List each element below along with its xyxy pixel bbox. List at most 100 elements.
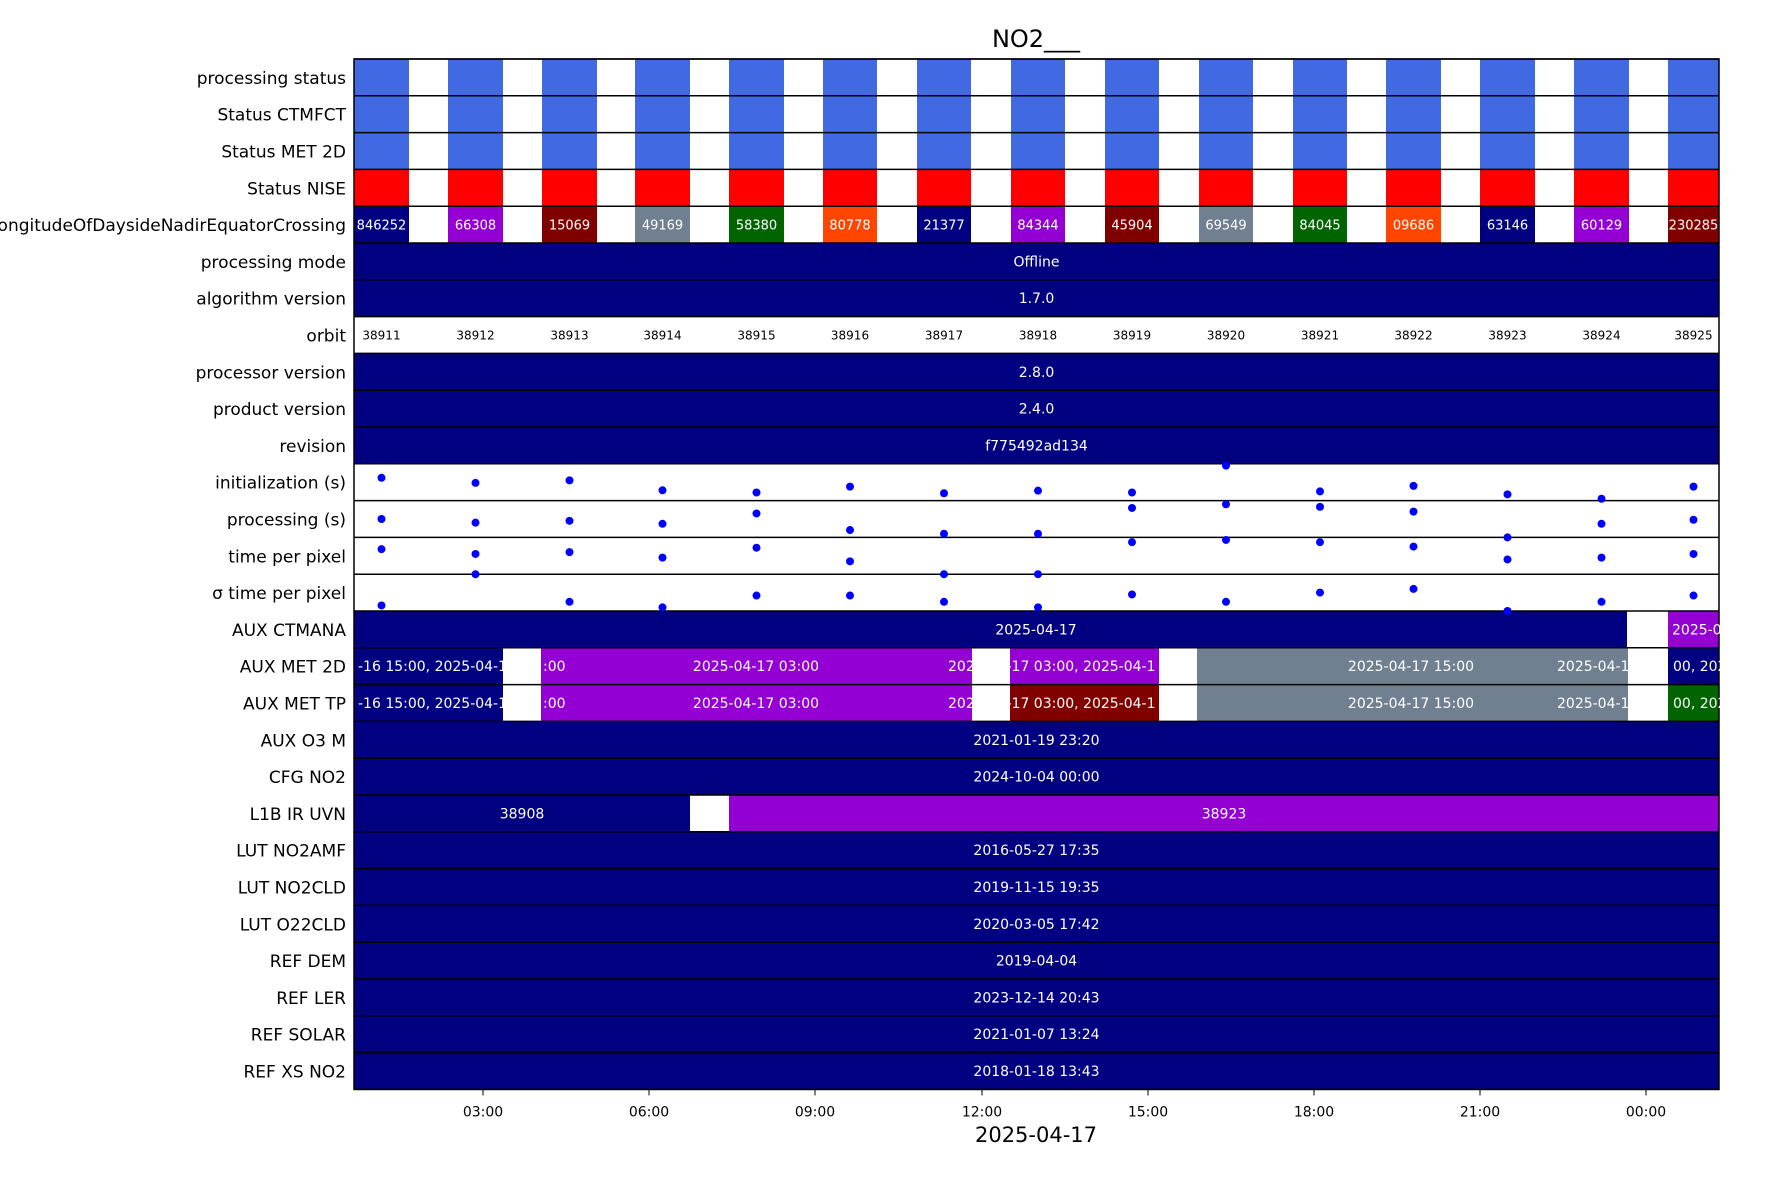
status-block-48 — [635, 169, 690, 207]
scatter-point-178 — [377, 601, 386, 610]
scatter-point-148 — [377, 515, 386, 523]
scatter-point-157 — [1222, 500, 1230, 509]
aux-met-bar-212 — [1010, 684, 1159, 722]
value-label-95: 2.8.0 — [1019, 365, 1055, 381]
longitude-block-86 — [1574, 206, 1629, 243]
longitude-label-63: 66308 — [455, 218, 496, 233]
scatter-point-161 — [1597, 519, 1606, 528]
status-block-28 — [1574, 95, 1629, 133]
scatter-point-184 — [940, 597, 948, 606]
longitude-label-79: 69549 — [1205, 218, 1246, 233]
scatter-point-150 — [565, 516, 574, 525]
status-block-47 — [542, 169, 597, 207]
status-block-20 — [823, 95, 877, 133]
longitude-label-69: 58380 — [736, 218, 777, 233]
status-block-13 — [1574, 59, 1629, 96]
value-bar-102 — [354, 758, 1719, 795]
x-tick-label-5: 18:00 — [1294, 1104, 1334, 1120]
value-bar-112 — [354, 979, 1719, 1016]
aux-met-label-206: :00 — [1162, 659, 1185, 675]
row-label: processing status — [197, 69, 346, 89]
longitude-label-81: 84045 — [1299, 218, 1340, 233]
scatter-point-189 — [1409, 584, 1418, 593]
row-label: LUT NO2AMF — [236, 842, 346, 862]
scatter-point-170 — [1034, 570, 1042, 579]
status-block-32 — [542, 132, 597, 170]
status-block-21 — [917, 95, 971, 133]
orbit-number-121: 38914 — [643, 328, 681, 342]
row-label: AUX MET TP — [243, 695, 346, 715]
row-label: Status NISE — [247, 179, 346, 199]
scatter-point-167 — [752, 543, 761, 552]
status-block-5 — [823, 59, 877, 96]
value-label-99: f775492ad134 — [985, 438, 1088, 454]
row-label: REF LER — [276, 989, 346, 1009]
status-block-46 — [448, 169, 503, 207]
row-label: LUT O22CLD — [240, 915, 346, 935]
status-block-31 — [448, 132, 503, 170]
scatter-point-141 — [1128, 488, 1136, 497]
status-block-35 — [823, 132, 877, 170]
orbit-number-125: 38918 — [1019, 328, 1057, 342]
value-label-97: 2.4.0 — [1019, 402, 1055, 418]
status-block-7 — [1011, 59, 1065, 96]
status-block-15 — [354, 95, 409, 133]
scatter-point-171 — [1128, 538, 1136, 547]
status-block-39 — [1199, 132, 1253, 170]
scatter-point-137 — [752, 488, 761, 497]
scatter-point-169 — [940, 570, 948, 579]
status-block-51 — [917, 169, 971, 207]
status-block-50 — [823, 169, 877, 207]
aux-met-bar-198 — [541, 647, 972, 685]
status-block-52 — [1011, 169, 1065, 207]
longitude-label-61: 846252 — [357, 218, 407, 233]
status-block-8 — [1105, 59, 1159, 96]
aux-met-label-205: 2025-04-17 03:00, 2025-04-1 — [948, 659, 1156, 675]
scatter-point-156 — [1128, 503, 1136, 512]
aux-met-label-215: -16 15:00, 2025-04-1 — [358, 696, 507, 712]
scatter-point-145 — [1503, 490, 1512, 499]
scatter-point-164 — [471, 549, 480, 558]
status-block-24 — [1199, 95, 1253, 133]
status-block-36 — [917, 132, 971, 170]
scatter-point-176 — [1597, 553, 1606, 562]
scatter-point-179 — [471, 570, 480, 579]
status-block-25 — [1293, 95, 1347, 133]
row-label: REF XS NO2 — [244, 1063, 347, 1083]
aux-met-label-219: :00 — [1162, 696, 1185, 712]
status-block-45 — [354, 169, 409, 207]
l1b-bar-224 — [729, 795, 1719, 832]
scatter-point-159 — [1409, 507, 1418, 516]
x-tick-label-7: 00:00 — [1626, 1104, 1666, 1120]
scatter-point-136 — [658, 486, 667, 495]
status-block-49 — [729, 169, 784, 207]
orbit-number-130: 38923 — [1488, 328, 1526, 342]
orbit-number-123: 38916 — [831, 328, 869, 342]
x-tick-label-6: 21:00 — [1460, 1104, 1500, 1120]
aux-ctmana-label-195: 2025-04-17 — [995, 622, 1076, 638]
scatter-point-149 — [471, 518, 480, 527]
value-bar-114 — [354, 1015, 1719, 1053]
orbit-number-118: 38911 — [362, 328, 400, 342]
longitude-label-67: 49169 — [642, 218, 683, 233]
row-label: initialization (s) — [215, 474, 346, 494]
value-label-117: 2018-01-18 13:43 — [973, 1064, 1099, 1080]
aux-met-label-208: 2025-04-1 — [1557, 659, 1629, 675]
status-block-6 — [917, 59, 971, 96]
longitude-block-72 — [917, 206, 971, 243]
value-bar-116 — [354, 1052, 1719, 1090]
scatter-point-140 — [1034, 486, 1042, 495]
scatter-point-152 — [752, 509, 761, 518]
status-block-12 — [1480, 59, 1535, 96]
status-block-17 — [542, 95, 597, 133]
longitude-block-84 — [1480, 206, 1535, 243]
status-block-11 — [1386, 59, 1441, 96]
longitude-label-65: 15069 — [549, 218, 590, 233]
longitude-block-64 — [542, 206, 597, 243]
row-label: AUX CTMANA — [232, 621, 346, 641]
status-block-18 — [635, 95, 690, 133]
value-label-115: 2021-01-07 13:24 — [973, 1027, 1099, 1043]
scatter-point-192 — [1689, 591, 1698, 600]
status-block-59 — [1668, 169, 1719, 207]
scatter-point-175 — [1503, 555, 1512, 564]
